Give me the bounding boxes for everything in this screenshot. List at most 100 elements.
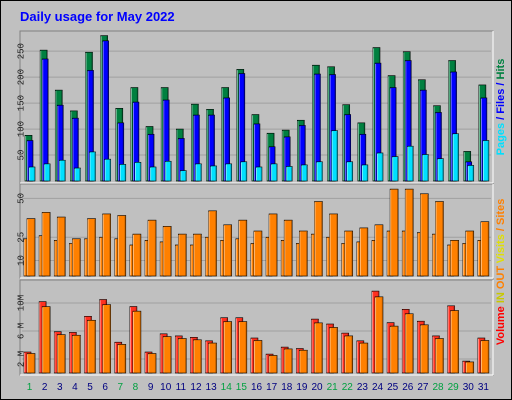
bar-visits-day-25-body (389, 188, 399, 277)
bar-pages-day-16 (255, 166, 263, 182)
bar-visits-day-13-body (208, 210, 217, 277)
bar-pages-day-14 (225, 163, 232, 182)
bar-pages-day-31-body (482, 140, 490, 182)
bar-pages-day-29 (452, 133, 459, 182)
bar-visits-day-9 (147, 219, 157, 277)
bar-visits-day-2-body (41, 212, 51, 277)
day-label-5: 5 (87, 382, 93, 393)
bar-visits-day-24 (374, 224, 384, 277)
bar-volume-orange-day-20 (314, 322, 323, 374)
legend-files: Files (495, 89, 507, 114)
bar-volume-orange-day-29-body (450, 310, 459, 374)
day-axis-labels: 1 2 3 4 5 6 7 8 9 10 11 12 13 14 15 16 17 18 19 20 21 22 23 24 2… (27, 382, 490, 393)
bar-visits-day-28 (435, 201, 444, 277)
bar-visits-day-23-body (359, 227, 369, 277)
bar-volume-orange-day-8 (132, 310, 142, 374)
bar-visits-day-7-body (117, 215, 127, 277)
day-label-7: 7 (118, 382, 124, 393)
bar-pages-day-25 (391, 156, 399, 182)
bar-volume-orange-day-2-body (41, 306, 51, 374)
bar-pages-day-12 (195, 163, 202, 182)
bar-visits-day-12 (193, 233, 202, 277)
bar-volume-orange-day-27 (420, 324, 429, 374)
bar-volume-orange-day-26-body (404, 313, 414, 374)
bar-volume-orange-day-21-body (329, 327, 338, 374)
y-tick-label: 10M (17, 295, 27, 311)
bar-pages-day-15-body (240, 161, 248, 182)
bar-visits-day-27-body (420, 193, 429, 277)
bar-visits-day-1 (26, 218, 36, 277)
bar-visits-day-6 (102, 213, 111, 277)
bar-volume-orange-day-9-body (147, 353, 157, 374)
day-label-22: 22 (342, 382, 354, 393)
bar-volume-orange-day-9 (147, 353, 157, 374)
bar-volume-orange-day-31 (480, 340, 490, 374)
day-label-25: 25 (387, 382, 399, 393)
day-label-27: 27 (417, 382, 429, 393)
bar-volume-orange-day-4-body (72, 334, 81, 374)
y-tick-label: 150 (17, 95, 27, 111)
day-label-20: 20 (311, 382, 323, 393)
side-legend-text: Visits / Sites (495, 199, 507, 264)
bar-pages-day-9-body (149, 166, 157, 182)
bar-visits-day-24-body (374, 224, 384, 277)
bar-visits-day-10 (162, 226, 172, 277)
day-label-31: 31 (478, 382, 490, 393)
legend-visits: Visits (495, 234, 507, 263)
bar-volume-orange-day-15 (238, 321, 248, 374)
side-legend-text: Pages / Files / Hits (495, 59, 507, 156)
bar-volume-orange-day-3-body (56, 334, 66, 374)
bar-visits-day-11-body (177, 233, 187, 277)
bar-files-day-2 (41, 58, 49, 182)
legend-pages: Pages (495, 123, 507, 155)
bar-volume-orange-day-7-body (117, 344, 127, 374)
bar-volume-orange-day-16-body (253, 340, 263, 374)
bar-volume-orange-day-14 (223, 321, 232, 374)
day-label-13: 13 (206, 382, 218, 393)
bar-visits-day-16 (253, 230, 263, 277)
panel-visits-sites: 10 25 50 (17, 183, 494, 279)
day-label-8: 8 (133, 382, 139, 393)
bar-visits-day-26 (404, 188, 414, 277)
day-label-6: 6 (102, 382, 108, 393)
bar-volume-orange-day-19 (299, 349, 308, 374)
bar-volume-orange-day-24 (374, 296, 384, 374)
bar-volume-orange-day-8-body (132, 310, 142, 374)
bar-volume-orange-day-5 (87, 319, 96, 374)
side-legends: Pages / Files / Hits Visits / Sites Volume… (495, 59, 507, 345)
y-tick-label: 50 (17, 150, 27, 161)
y-tick-label: 250 (17, 43, 27, 59)
bar-visits-day-22-body (344, 230, 354, 277)
bar-visits-day-15 (238, 219, 248, 277)
bar-visits-day-22 (344, 230, 354, 277)
bar-pages-day-27-body (422, 154, 429, 182)
y-tick-label: 100 (17, 121, 27, 137)
bar-visits-day-30 (465, 230, 475, 277)
bar-volume-orange-day-1 (26, 353, 36, 374)
bar-pages-day-15 (240, 161, 248, 182)
bar-visits-day-30-body (465, 230, 475, 277)
bar-visits-day-18 (283, 219, 293, 277)
bar-visits-day-29-body (450, 240, 459, 277)
bar-volume-orange-day-23 (359, 342, 369, 374)
chart-title: Daily usage for May 2022 (20, 9, 175, 24)
bar-volume-orange-day-12 (193, 339, 202, 374)
bar-visits-day-4-body (72, 238, 81, 277)
bar-pages-day-5 (89, 151, 96, 182)
bar-visits-day-29 (450, 240, 459, 277)
bar-pages-day-24 (376, 152, 384, 182)
bar-visits-day-17-body (268, 213, 278, 277)
bar-pages-day-20 (316, 161, 323, 182)
bar-volume-orange-day-11 (177, 338, 187, 374)
bar-volume-orange-day-16 (253, 340, 263, 374)
legend-sites: Sites (495, 199, 507, 225)
bar-pages-day-8-body (134, 162, 142, 182)
bar-pages-day-17-body (270, 163, 278, 182)
bar-pages-day-20-body (316, 161, 323, 182)
bar-visits-day-21-body (329, 213, 338, 277)
bar-visits-day-3 (56, 216, 66, 277)
bar-visits-day-27 (420, 193, 429, 277)
day-label-19: 19 (296, 382, 308, 393)
bar-pages-day-2-body (43, 163, 51, 182)
bar-volume-orange-day-1-body (26, 353, 36, 374)
